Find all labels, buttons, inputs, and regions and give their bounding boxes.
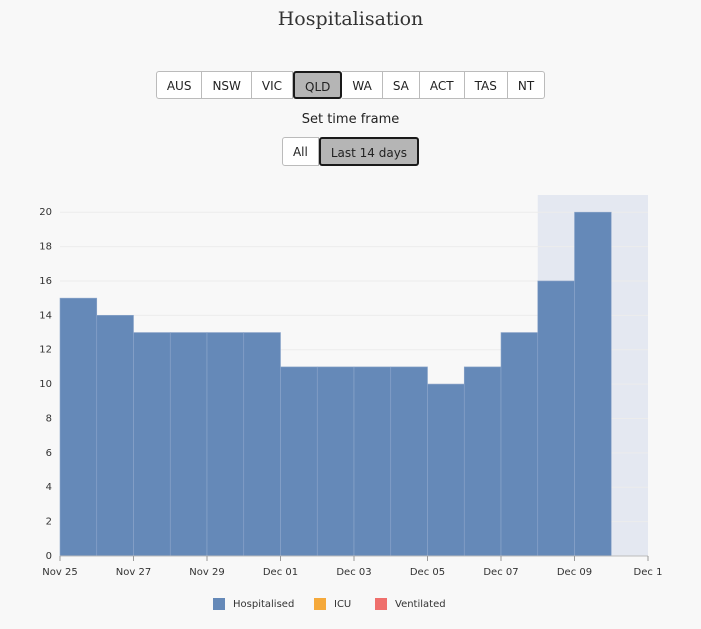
x-tick-label: Dec 03 bbox=[336, 567, 371, 578]
y-tick-label: 10 bbox=[39, 379, 52, 390]
bar bbox=[500, 332, 539, 557]
time-frame-selector: All Last 14 days bbox=[0, 137, 701, 166]
option-button[interactable]: TAS bbox=[464, 71, 508, 99]
option-button[interactable]: WA bbox=[342, 71, 383, 99]
option-button[interactable]: VIC bbox=[251, 71, 294, 99]
bar bbox=[59, 297, 98, 557]
legend-label: Ventilated bbox=[395, 599, 446, 610]
x-tick-label: Nov 27 bbox=[116, 567, 151, 578]
bar bbox=[390, 366, 428, 557]
bar bbox=[206, 332, 245, 557]
y-tick-label: 0 bbox=[46, 551, 52, 562]
x-tick-label: Dec 01 bbox=[263, 567, 298, 578]
time-frame-label: Set time frame bbox=[301, 112, 400, 127]
bar bbox=[280, 366, 318, 557]
bar bbox=[353, 366, 392, 557]
bar bbox=[463, 366, 502, 557]
bar bbox=[316, 366, 355, 557]
chart-title: Hospitalisation bbox=[277, 8, 424, 30]
x-tick-label: Nov 29 bbox=[189, 567, 224, 578]
y-tick-label: 18 bbox=[39, 242, 52, 253]
bar bbox=[574, 211, 612, 557]
y-tick-label: 4 bbox=[46, 482, 52, 493]
x-tick-label: Dec 09 bbox=[557, 567, 592, 578]
option-button[interactable]: NSW bbox=[202, 71, 252, 99]
option-button[interactable]: ACT bbox=[419, 71, 465, 99]
y-tick-label: 16 bbox=[39, 276, 52, 287]
bar bbox=[96, 315, 134, 557]
legend-swatch bbox=[213, 598, 225, 610]
y-tick-label: 8 bbox=[46, 413, 52, 424]
y-tick-label: 14 bbox=[39, 310, 52, 321]
x-tick-label: Dec 07 bbox=[483, 567, 518, 578]
bar bbox=[133, 332, 171, 557]
region-selector: AUS NSW VIC QLD WA SA ACT TAS NT bbox=[0, 71, 701, 99]
x-tick-label: Dec 05 bbox=[410, 567, 445, 578]
option-button[interactable]: Last 14 days bbox=[318, 137, 420, 166]
y-tick-label: 12 bbox=[39, 345, 52, 356]
bar bbox=[169, 332, 208, 557]
option-button[interactable]: NT bbox=[507, 71, 546, 99]
x-tick-label: Dec 1 bbox=[634, 567, 663, 578]
bar bbox=[243, 332, 281, 557]
y-tick-label: 2 bbox=[46, 517, 52, 528]
y-tick-label: 20 bbox=[39, 207, 52, 218]
legend-swatch bbox=[375, 598, 387, 610]
legend-swatch bbox=[314, 598, 326, 610]
legend-label: ICU bbox=[334, 599, 351, 610]
option-button[interactable]: QLD bbox=[293, 71, 343, 99]
bar bbox=[427, 383, 465, 557]
option-button[interactable]: SA bbox=[382, 71, 420, 99]
option-button[interactable]: AUS bbox=[155, 71, 203, 99]
bar bbox=[537, 280, 575, 557]
option-button[interactable]: All bbox=[281, 137, 319, 166]
x-tick-label: Nov 25 bbox=[42, 567, 77, 578]
y-tick-label: 6 bbox=[46, 448, 52, 459]
legend-label: Hospitalised bbox=[233, 599, 294, 610]
